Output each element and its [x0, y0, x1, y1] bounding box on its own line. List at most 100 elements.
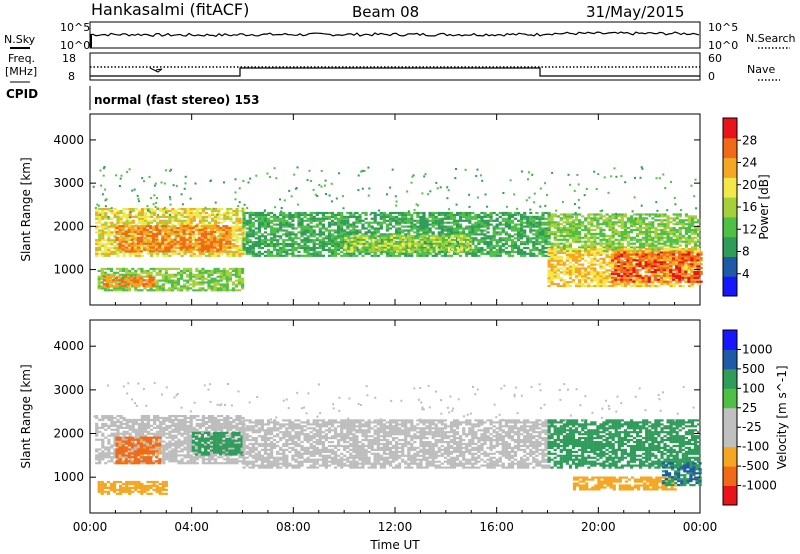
power-cell	[183, 279, 187, 282]
power-cell	[285, 244, 289, 248]
power-cell	[645, 240, 649, 243]
power-cell	[404, 217, 408, 220]
power-cell	[469, 242, 473, 245]
power-cell	[593, 213, 597, 216]
power-cell	[377, 244, 381, 247]
power-cell	[118, 244, 122, 247]
power-cell	[306, 217, 310, 220]
power-cell	[161, 250, 165, 253]
power-cell	[229, 244, 233, 248]
power-cell	[578, 234, 582, 237]
power-cell	[568, 236, 573, 239]
power-cell	[174, 215, 178, 218]
power-cell	[489, 246, 493, 250]
power-cell	[629, 238, 634, 241]
power-cell	[237, 289, 242, 292]
power-cell	[226, 215, 230, 218]
power-cell	[161, 228, 165, 232]
power-cell	[407, 211, 411, 215]
power-cell	[219, 232, 223, 235]
power-cell	[556, 255, 560, 258]
power-cell	[562, 230, 566, 234]
power-cell	[97, 279, 101, 282]
power-cell	[614, 215, 618, 218]
power-cell	[213, 250, 217, 253]
power-cell	[232, 211, 236, 215]
power-cell	[697, 240, 701, 243]
power-cell	[559, 251, 563, 254]
power-cell	[128, 208, 132, 211]
power-cell	[541, 237, 545, 240]
power-cell	[608, 246, 612, 249]
power-cell	[590, 225, 594, 228]
power-cell	[189, 221, 193, 224]
power-cell	[398, 229, 402, 232]
power-cell	[270, 219, 274, 222]
power-cell	[547, 229, 551, 232]
power-cell	[266, 211, 271, 215]
power-cell	[189, 269, 193, 272]
power-cell	[373, 221, 377, 224]
power-cell	[489, 239, 493, 242]
power-cell	[547, 225, 551, 228]
power-cell	[578, 248, 582, 251]
power-cell	[136, 246, 140, 249]
power-cell	[140, 254, 144, 257]
power-cell	[513, 227, 518, 230]
power-cell	[291, 250, 295, 253]
power-cell	[297, 221, 301, 224]
power-cell	[489, 219, 493, 222]
power-cell	[395, 221, 399, 224]
power-cell	[237, 283, 242, 286]
power-cell	[697, 221, 701, 224]
power-cell	[312, 233, 316, 236]
power-cell	[134, 273, 138, 276]
power-cell	[460, 244, 464, 247]
power-cell	[593, 259, 597, 262]
power-cell	[374, 246, 378, 249]
power-cell	[578, 227, 582, 230]
power-cell	[134, 254, 138, 257]
power-cell	[318, 219, 322, 222]
power-cell	[457, 234, 461, 237]
power-cell	[285, 239, 289, 242]
power-cell	[449, 233, 454, 236]
power-cell	[225, 285, 229, 288]
power-cell	[623, 230, 627, 234]
power-cell	[140, 223, 144, 226]
power-cell	[162, 231, 166, 234]
power-cell	[300, 219, 304, 222]
power-cell	[513, 233, 518, 236]
power-cell	[355, 243, 359, 246]
power-cell	[568, 242, 573, 245]
power-cell	[349, 223, 353, 226]
power-cell	[185, 238, 189, 241]
power-cell	[165, 223, 169, 226]
power-cell	[410, 252, 414, 255]
power-cell	[471, 215, 475, 218]
nsearch-label: N.Search	[746, 32, 796, 45]
power-cell	[605, 225, 609, 228]
power-cell	[684, 223, 688, 226]
power-cell	[162, 223, 166, 226]
power-cell	[639, 279, 643, 282]
power-cell	[556, 227, 560, 230]
power-cell	[225, 236, 229, 239]
power-cell	[452, 246, 457, 250]
power-cell	[210, 234, 214, 237]
power-cell	[334, 229, 338, 232]
power-cell	[553, 275, 557, 278]
power-cell	[235, 215, 239, 218]
power-cell	[134, 237, 138, 240]
power-cell	[352, 252, 356, 255]
power-cell	[562, 242, 566, 245]
power-cell	[362, 238, 366, 241]
power-cell	[228, 277, 232, 280]
power-cell	[565, 215, 569, 218]
power-cell	[195, 277, 199, 280]
power-cell	[116, 217, 120, 220]
power-cell	[468, 233, 472, 236]
power-cell	[216, 281, 220, 284]
power-cell	[198, 281, 202, 284]
power-cell	[578, 255, 582, 258]
